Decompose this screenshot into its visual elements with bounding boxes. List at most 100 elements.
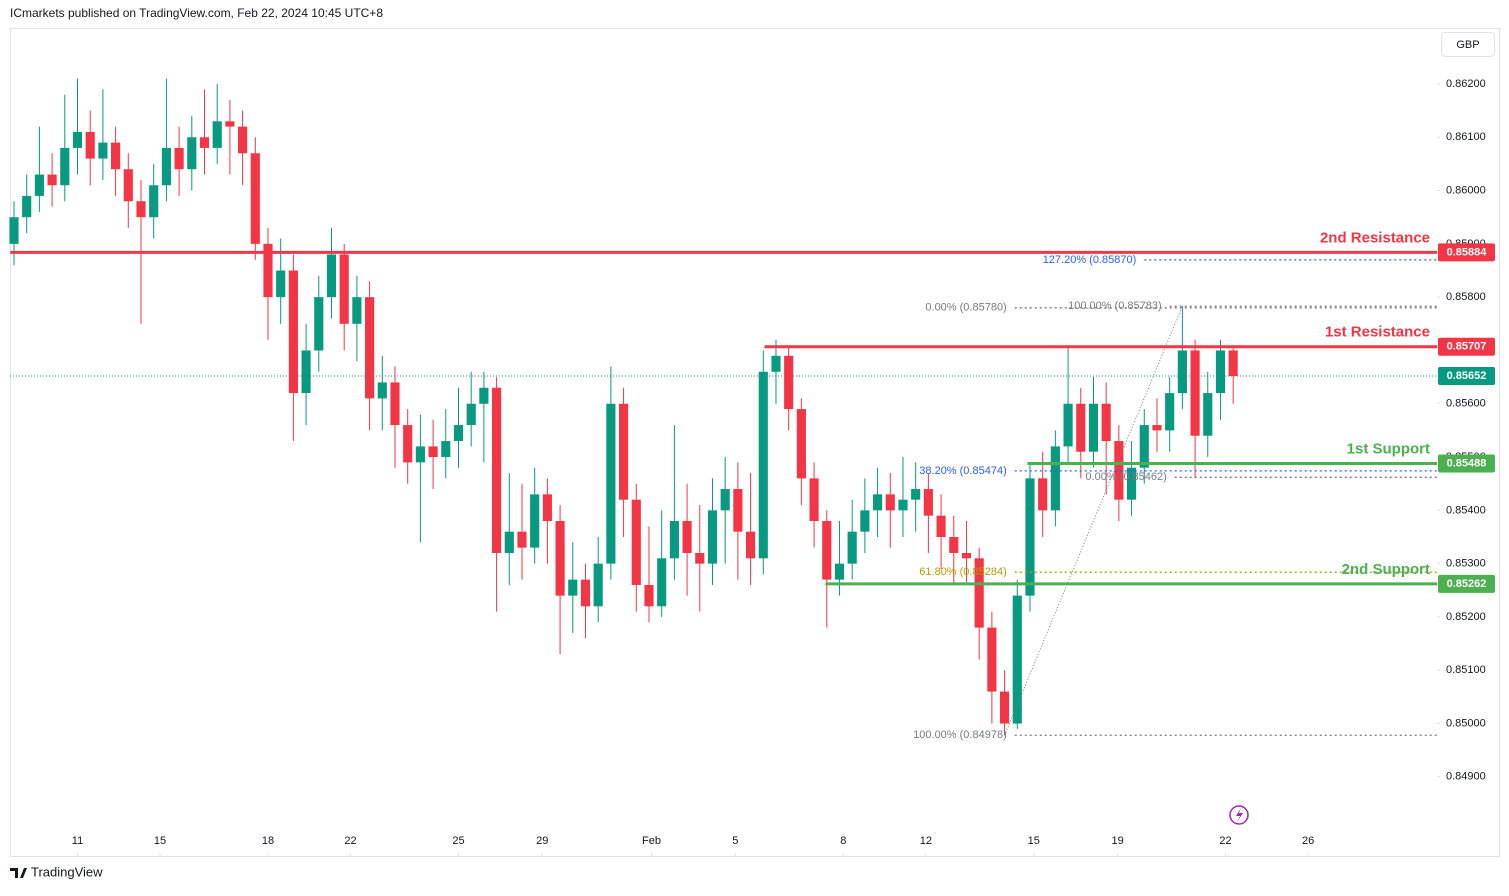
- candle-body: [606, 403, 616, 564]
- level-label: 1st Resistance: [1325, 324, 1430, 341]
- candle-body: [339, 254, 349, 324]
- x-tick-label: 19: [1111, 835, 1123, 847]
- candle-body: [669, 521, 679, 559]
- fib-label: 38.20% (0.85474): [919, 465, 1006, 477]
- candle-body: [1000, 691, 1010, 724]
- level-label: 2nd Resistance: [1320, 229, 1430, 246]
- x-tick-label: 15: [154, 835, 166, 847]
- candle-body: [34, 174, 44, 196]
- candle-body: [580, 579, 591, 607]
- candle-body: [352, 297, 362, 324]
- header: ICmarkets published on TradingView.com, …: [10, 6, 383, 20]
- fib-trend-line: [1004, 306, 1183, 736]
- y-tick-label: 0.85800: [1446, 291, 1486, 303]
- currency: GBP: [1456, 39, 1479, 51]
- candle-body: [860, 510, 870, 532]
- fib-label: 100.00% (0.84978): [913, 729, 1007, 741]
- candle-body: [111, 142, 121, 170]
- candle-body: [1228, 350, 1238, 377]
- level-label: 1st Support: [1347, 440, 1430, 457]
- candle-body: [1190, 350, 1200, 436]
- candle-body: [542, 494, 552, 522]
- level-label: 2nd Support: [1342, 561, 1430, 578]
- candle-body: [923, 489, 933, 516]
- candle-body: [85, 131, 95, 159]
- candle-body: [834, 563, 845, 580]
- x-tick-label: 15: [1028, 835, 1040, 847]
- candle-body: [517, 531, 527, 548]
- price-tag: [1438, 454, 1495, 473]
- currency-button[interactable]: [1441, 32, 1495, 57]
- icon-circle: [1229, 805, 1249, 825]
- candle-body: [974, 558, 984, 628]
- candle-body: [1139, 425, 1149, 468]
- candle-body: [1038, 478, 1048, 511]
- candle-body: [784, 355, 794, 410]
- candle-body: [1101, 403, 1111, 442]
- candle-body: [1127, 467, 1137, 500]
- last-price-tag: [1438, 367, 1495, 386]
- candle-body: [593, 563, 603, 607]
- candle-body: [1165, 393, 1175, 431]
- candle-body: [225, 121, 235, 127]
- candle-body: [568, 579, 578, 596]
- candle-body: [441, 441, 451, 458]
- candle-body: [326, 254, 337, 298]
- candle-body: [47, 174, 57, 186]
- candle-body: [809, 478, 819, 522]
- candle-body: [174, 147, 184, 170]
- fib-label: 127.20% (0.85870): [1043, 254, 1137, 266]
- candle-body: [22, 195, 32, 218]
- candle-body: [682, 521, 692, 553]
- candle-body: [555, 521, 565, 596]
- fib-label: 61.80% (0.85284): [919, 566, 1006, 578]
- candle-body: [453, 425, 464, 442]
- candle-body: [212, 121, 222, 148]
- price-tag-label: 0.85707: [1447, 341, 1487, 353]
- candle-body: [695, 552, 705, 564]
- candle-body: [885, 494, 895, 511]
- y-tick-label: 0.85600: [1446, 398, 1486, 410]
- candle-body: [987, 627, 997, 692]
- candle-body: [98, 142, 108, 159]
- candle-body: [1114, 441, 1124, 500]
- lightning-icon[interactable]: [1229, 805, 1249, 825]
- candle-body: [365, 297, 375, 399]
- icon-bolt: [1236, 808, 1243, 822]
- y-tick-label: 0.86200: [1446, 78, 1486, 90]
- x-tick-label: 11: [72, 835, 83, 847]
- candle-body: [644, 584, 654, 607]
- candle-body: [238, 126, 248, 154]
- y-tick-label: 0.86100: [1446, 131, 1486, 143]
- candle-body: [936, 515, 946, 537]
- x-tick-label: 22: [344, 835, 356, 847]
- x-tick-label: Feb: [642, 835, 661, 847]
- candle-body: [136, 201, 146, 218]
- candle-body: [9, 217, 19, 244]
- candle-body: [263, 243, 273, 298]
- candle-body: [288, 270, 298, 394]
- candle-body: [771, 355, 781, 372]
- candle-body: [1012, 595, 1022, 724]
- candle-body: [746, 531, 756, 559]
- candle-body: [314, 297, 324, 351]
- y-tick-label: 0.85300: [1446, 558, 1486, 570]
- candle-body: [1050, 446, 1060, 511]
- candle-body: [707, 510, 718, 564]
- candle-body: [530, 494, 540, 548]
- chart-frame: [10, 28, 1500, 857]
- candle-body: [72, 131, 83, 148]
- logo-mark: [10, 868, 27, 878]
- candle-body: [492, 387, 502, 553]
- candle-body: [847, 531, 857, 564]
- fib-label: 0.00% (0.85462): [1085, 471, 1166, 483]
- candle-body: [161, 147, 171, 186]
- candle-body: [1152, 425, 1162, 431]
- price-tag-label: 0.85262: [1447, 578, 1487, 590]
- candle-body: [961, 552, 972, 559]
- x-tick-label: 26: [1302, 835, 1314, 847]
- candle-body: [199, 137, 210, 148]
- y-tick-label: 0.85100: [1446, 664, 1486, 676]
- last-price-label: 0.85652: [1447, 370, 1487, 382]
